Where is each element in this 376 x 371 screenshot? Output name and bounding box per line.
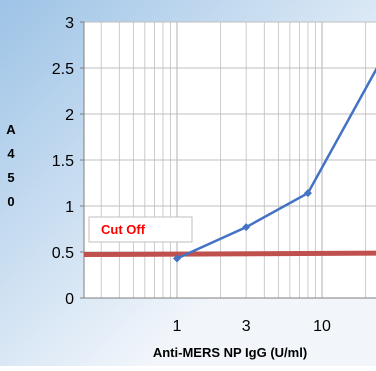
y-axis-label: A 4 5 0 [6, 122, 16, 209]
horizontal-gridlines [83, 21, 376, 299]
x-tick-label: 3 [242, 318, 251, 335]
y-tick-label: 2 [65, 107, 74, 124]
data-point [303, 189, 312, 198]
y-axis-tick-labels: 0 0.5 1 1.5 2 2.5 3 [52, 15, 84, 308]
cutoff-label: Cut Off [101, 222, 146, 237]
series-points [173, 189, 312, 263]
y-axis-label-char: A [6, 122, 16, 137]
cutoff-line [83, 250, 376, 258]
x-tick-label: 1 [173, 318, 182, 335]
y-tick-label: 1.5 [52, 153, 74, 170]
y-axis-label-char: 0 [7, 194, 14, 209]
y-tick-label: 1 [65, 199, 74, 216]
x-tick-label: 10 [313, 318, 331, 335]
x-axis-label: Anti-MERS NP IgG (U/ml) [153, 345, 307, 360]
y-tick-label: 0.5 [52, 245, 74, 262]
y-tick-label: 0 [65, 291, 74, 308]
cutoff-label-box [88, 216, 193, 243]
y-tick-label: 2.5 [52, 61, 74, 78]
data-point [173, 254, 181, 263]
series-line [176, 67, 376, 260]
y-axis-label-char: 5 [7, 170, 14, 185]
x-axis-tick-labels: 131030 [173, 318, 331, 335]
y-tick-label: 3 [65, 15, 74, 32]
y-axis-label-char: 4 [7, 146, 15, 161]
data-point [242, 223, 251, 232]
